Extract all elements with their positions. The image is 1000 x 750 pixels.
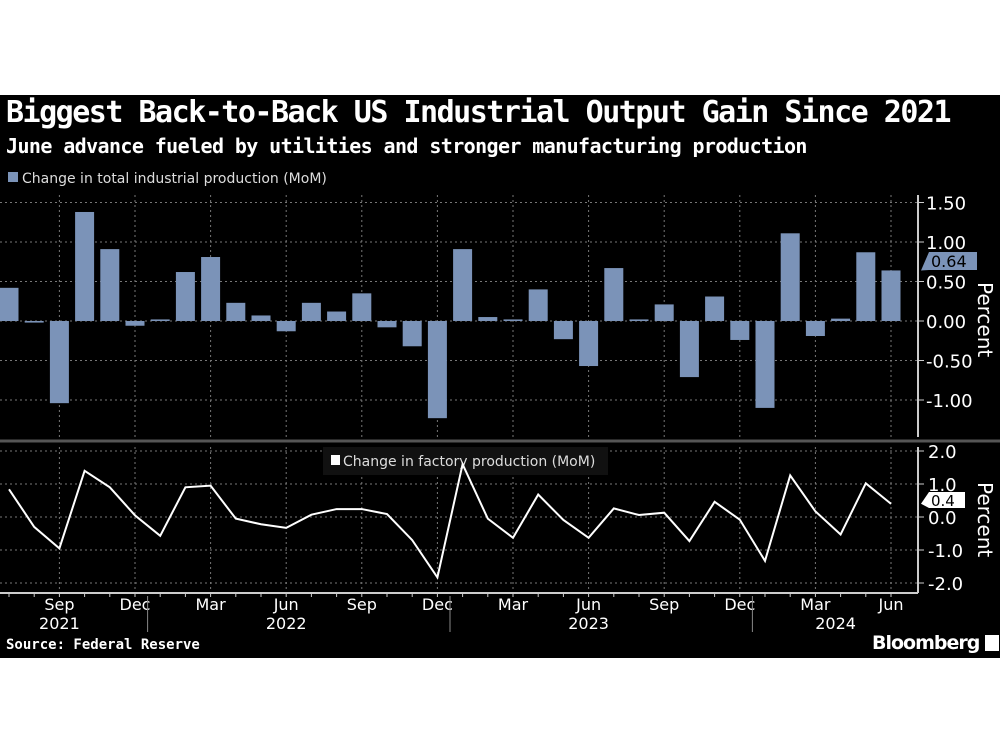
bar — [301, 302, 321, 321]
bar — [831, 318, 851, 321]
factory-line — [8, 461, 892, 580]
bar — [654, 304, 674, 321]
legend-label: Change in factory production (MoM) — [343, 454, 595, 470]
bar — [175, 272, 195, 321]
bar — [478, 317, 498, 321]
x-tick-label: Dec — [120, 595, 151, 614]
x-tick-label: Jun — [575, 595, 601, 614]
x-tick-label: Mar — [498, 595, 529, 614]
bar — [856, 252, 876, 321]
x-tick-label: Sep — [347, 595, 377, 614]
x-year-label: 2022 — [266, 614, 307, 633]
legend-swatch — [8, 172, 18, 182]
y-tick-label: -2.0 — [928, 574, 963, 595]
x-tick-label: Dec — [724, 595, 755, 614]
bar — [528, 289, 548, 321]
chart-subtitle: June advance fueled by utilities and str… — [6, 134, 807, 158]
bloomberg-logo: Bloomberg — [872, 632, 999, 654]
x-tick-label: Jun — [878, 595, 904, 614]
bar — [150, 319, 170, 321]
bar — [705, 296, 725, 321]
x-year-label: 2021 — [39, 614, 80, 633]
bar — [226, 302, 246, 321]
last-value-badge — [921, 252, 977, 271]
bar — [730, 321, 750, 340]
y-tick-label: 0.0 — [928, 508, 957, 529]
source-note: Source: Federal Reserve — [6, 637, 200, 653]
bar — [755, 321, 775, 408]
legend-swatch — [331, 455, 340, 465]
bar — [377, 321, 397, 328]
bar — [276, 321, 296, 332]
bar — [24, 321, 44, 323]
y-tick-label: 2.0 — [928, 442, 957, 463]
last-value-label: 0.4 — [931, 492, 955, 510]
y-tick-label: 0.50 — [926, 273, 966, 294]
x-tick-label: Dec — [422, 595, 453, 614]
x-tick-label: Mar — [800, 595, 831, 614]
bar — [427, 321, 447, 419]
y-tick-label: 1.00 — [926, 233, 966, 254]
bar — [0, 287, 19, 321]
bar — [100, 249, 120, 321]
last-value-label: 0.64 — [931, 252, 967, 271]
bar — [327, 311, 347, 321]
chart-panel — [0, 95, 1000, 658]
x-tick-label: Jun — [273, 595, 299, 614]
y-tick-label: 1.0 — [928, 475, 957, 496]
y-tick-label: 1.50 — [926, 194, 966, 215]
bloomberg-chart-icon — [984, 635, 999, 651]
bar — [579, 321, 599, 367]
x-tick-label: Sep — [44, 595, 74, 614]
last-value-badge — [921, 492, 965, 508]
x-tick-label: Sep — [649, 595, 679, 614]
bar — [881, 270, 901, 321]
y-tick-label: -0.50 — [926, 352, 973, 373]
bar — [125, 321, 145, 326]
x-year-label: 2023 — [568, 614, 609, 633]
chart-title: Biggest Back-to-Back US Industrial Outpu… — [6, 95, 952, 130]
legend-label: Change in total industrial production (M… — [22, 171, 327, 187]
bar — [805, 321, 825, 337]
logo-text: Bloomberg — [872, 632, 980, 654]
y-tick-label: -1.00 — [926, 391, 973, 412]
bar — [679, 321, 699, 378]
bar — [75, 211, 95, 321]
x-tick-label: Mar — [196, 595, 227, 614]
bar — [201, 257, 221, 321]
y-tick-label: -1.0 — [928, 541, 963, 562]
bar — [352, 293, 372, 321]
y-axis-title: Percent — [973, 482, 997, 557]
bar — [402, 321, 422, 347]
bar — [780, 233, 800, 321]
bar — [49, 321, 69, 404]
bar — [453, 249, 473, 321]
bar — [629, 319, 649, 321]
bar — [604, 268, 624, 321]
bar — [251, 315, 271, 321]
x-year-label: 2024 — [815, 614, 856, 633]
y-tick-label: 0.00 — [926, 312, 966, 333]
bar — [503, 319, 523, 321]
y-axis-title: Percent — [973, 282, 997, 357]
bar — [553, 321, 573, 340]
